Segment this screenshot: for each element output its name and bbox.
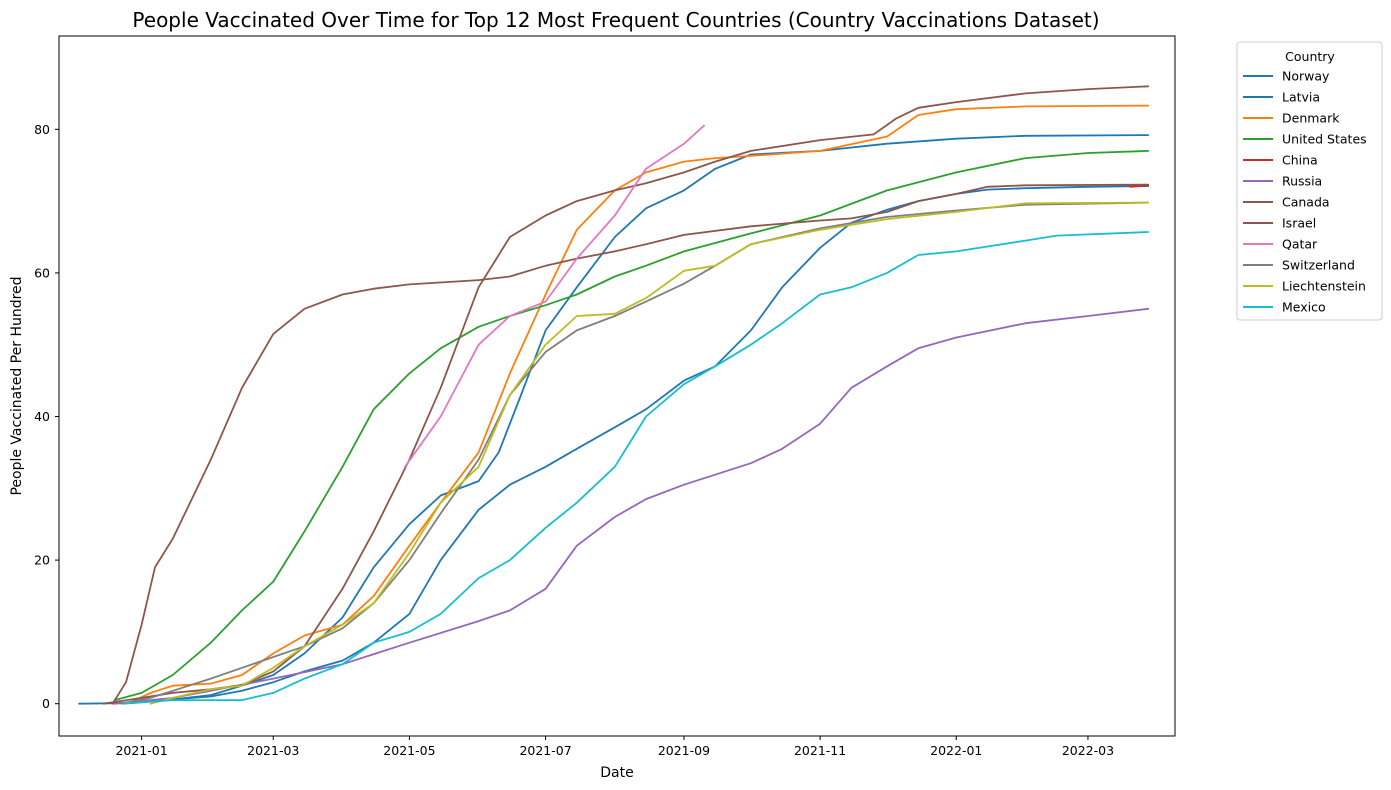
- x-axis: 2021-01 2021-03 2021-05 2021-07 2021-09 2021-…: [115, 736, 1114, 758]
- x-tick-label: 2022-03: [1062, 743, 1114, 758]
- x-axis-label: Date: [600, 765, 633, 781]
- y-tick-label: 20: [34, 553, 50, 568]
- x-tick-label: 2021-09: [658, 743, 710, 758]
- legend-label: Mexico: [1282, 300, 1326, 315]
- legend-label: United States: [1282, 132, 1367, 147]
- legend-label: Qatar: [1282, 237, 1318, 252]
- series-line-norway: [129, 185, 1150, 704]
- series-line-israel: [111, 183, 1150, 705]
- legend-title: Country: [1285, 49, 1335, 64]
- series-line-mexico: [122, 231, 1150, 705]
- legend-label: Israel: [1282, 216, 1316, 231]
- y-axis-label: People Vaccinated Per Hundred: [9, 276, 25, 495]
- legend-label: China: [1282, 153, 1318, 168]
- legend-label: Canada: [1282, 195, 1330, 210]
- legend-box: [1236, 41, 1383, 321]
- y-tick-label: 0: [42, 696, 50, 711]
- x-tick-label: 2021-07: [519, 743, 571, 758]
- series-line-liechtenstein: [149, 201, 1150, 705]
- x-tick-label: 2021-03: [247, 743, 299, 758]
- legend: Country Norway Latvia Denmark United States…: [1236, 41, 1383, 321]
- series-line-canada: [102, 85, 1150, 705]
- series-line-russia: [113, 307, 1150, 705]
- y-tick-label: 80: [34, 122, 50, 137]
- x-tick-label: 2021-11: [794, 743, 846, 758]
- y-tick-label: 60: [34, 265, 50, 280]
- x-tick-label: 2022-01: [930, 743, 982, 758]
- chart-title: People Vaccinated Over Time for Top 12 M…: [132, 8, 1099, 32]
- legend-label: Latvia: [1282, 90, 1320, 105]
- legend-label: Liechtenstein: [1282, 279, 1366, 294]
- x-tick-label: 2021-05: [383, 743, 435, 758]
- x-tick-label: 2021-01: [115, 743, 167, 758]
- legend-label: Denmark: [1282, 111, 1340, 126]
- series-layer: [78, 85, 1150, 705]
- series-line-china: [1129, 184, 1150, 188]
- series-line-switzerland: [120, 201, 1150, 705]
- y-tick-label: 40: [34, 409, 50, 424]
- series-line-denmark: [129, 104, 1150, 704]
- series-line-latvia: [78, 134, 1150, 705]
- plot-frame: [58, 35, 1176, 737]
- legend-label: Norway: [1282, 69, 1330, 84]
- legend-label: Russia: [1282, 174, 1322, 189]
- legend-label: Switzerland: [1282, 258, 1355, 273]
- series-line-qatar: [404, 124, 705, 468]
- series-line-united-states: [113, 150, 1150, 701]
- y-axis: 0 20 40 60 80: [34, 122, 59, 711]
